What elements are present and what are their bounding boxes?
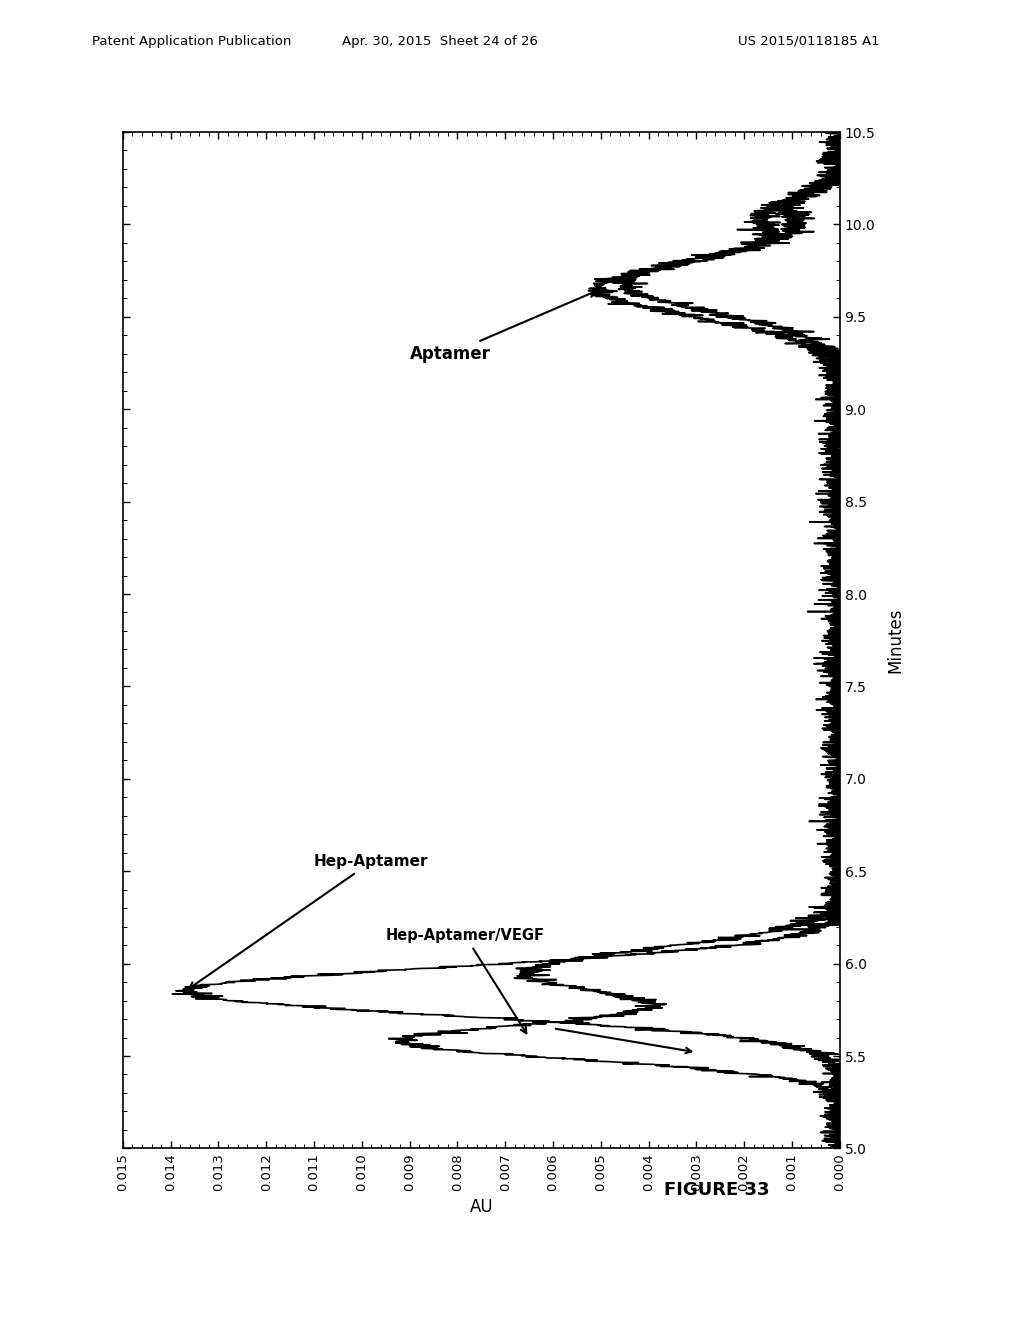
Text: Apr. 30, 2015  Sheet 24 of 26: Apr. 30, 2015 Sheet 24 of 26 <box>342 34 539 48</box>
X-axis label: AU: AU <box>469 1199 494 1216</box>
Y-axis label: Minutes: Minutes <box>887 607 904 673</box>
Text: FIGURE 33: FIGURE 33 <box>664 1180 770 1199</box>
Text: US 2015/0118185 A1: US 2015/0118185 A1 <box>738 34 880 48</box>
Text: Patent Application Publication: Patent Application Publication <box>92 34 292 48</box>
Text: Hep-Aptamer: Hep-Aptamer <box>189 854 428 989</box>
Text: Hep-Aptamer/VEGF: Hep-Aptamer/VEGF <box>386 928 545 1034</box>
Text: Aptamer: Aptamer <box>410 290 596 363</box>
